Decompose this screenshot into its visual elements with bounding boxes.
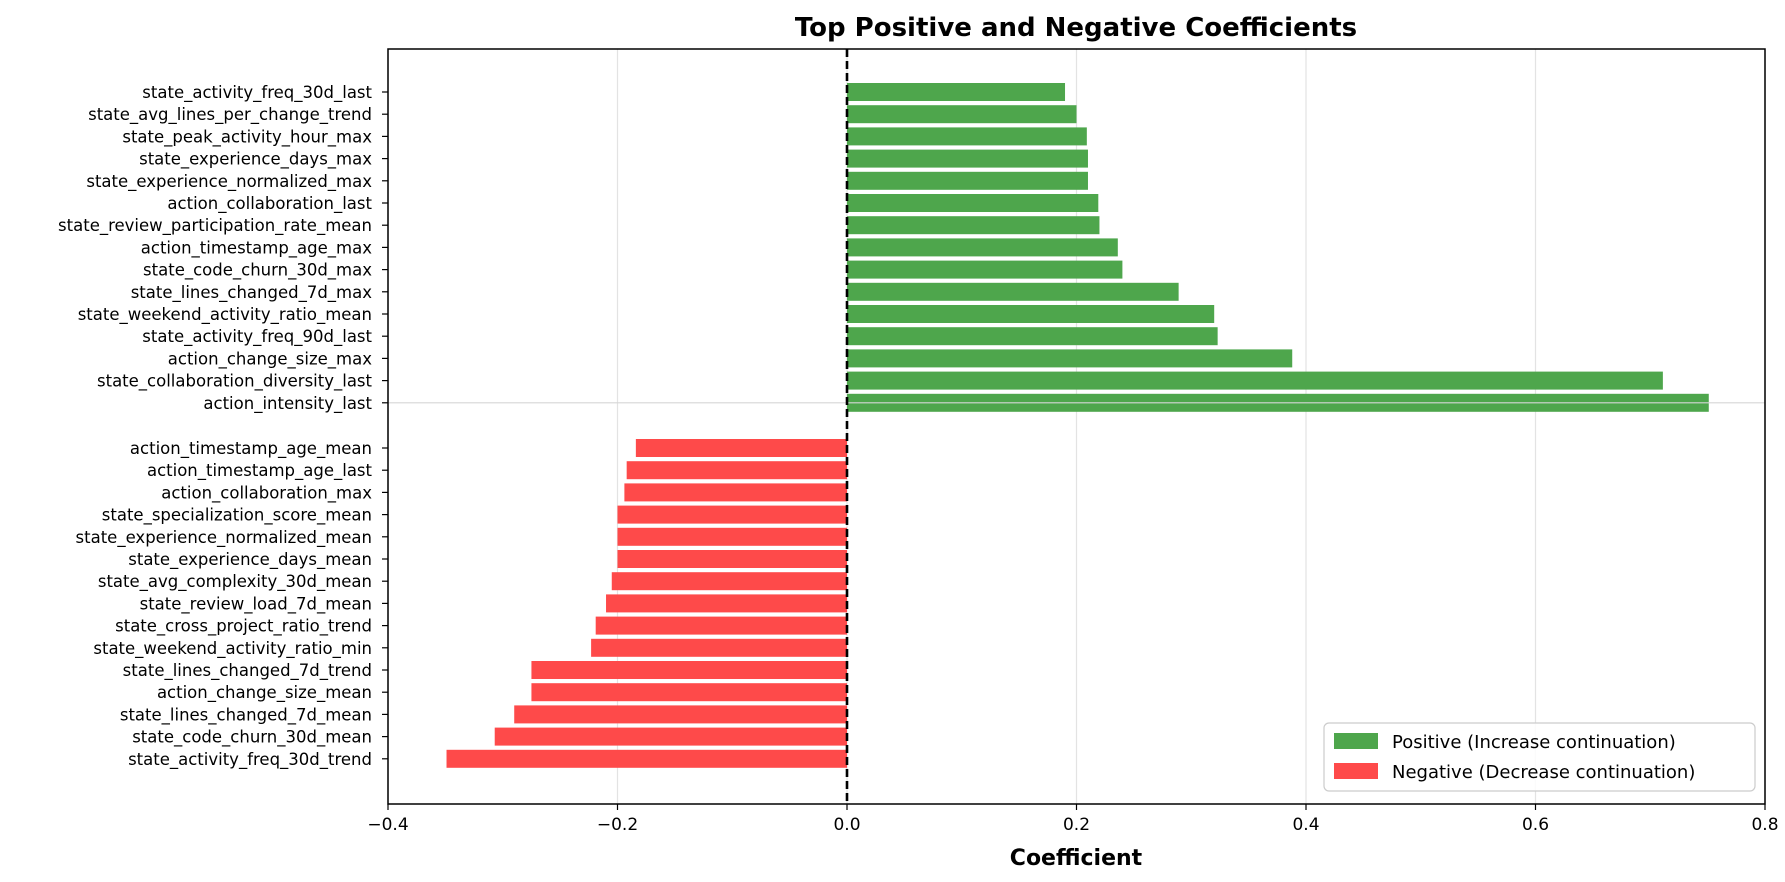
positive-bar <box>847 194 1099 212</box>
legend-label: Positive (Increase continuation) <box>1392 732 1676 753</box>
category-label: state_weekend_activity_ratio_min <box>93 639 372 659</box>
negative-bar <box>617 550 847 568</box>
x-axis-label: Coefficient <box>1010 846 1143 871</box>
category-label: state_avg_lines_per_change_trend <box>88 105 372 125</box>
category-label: action_collaboration_last <box>167 194 372 214</box>
positive-bar <box>847 371 1663 390</box>
category-label: state_lines_changed_7d_trend <box>123 661 372 681</box>
category-label: state_activity_freq_30d_trend <box>128 750 372 770</box>
category-label: action_intensity_last <box>203 394 372 414</box>
category-label: action_collaboration_max <box>161 483 372 503</box>
negative-bar <box>531 661 847 679</box>
negative-bar <box>446 749 847 768</box>
positive-bar <box>847 83 1066 101</box>
positive-bar <box>847 327 1218 346</box>
negative-bar <box>617 505 847 524</box>
positive-bar <box>847 149 1088 168</box>
negative-bar <box>591 638 847 657</box>
category-label: state_cross_project_ratio_trend <box>115 617 372 637</box>
category-label: state_peak_activity_hour_max <box>122 127 372 147</box>
category-label: state_code_churn_30d_mean <box>132 728 372 748</box>
category-label: state_review_load_7d_mean <box>140 594 372 614</box>
negative-bar <box>494 727 847 746</box>
category-label: state_lines_changed_7d_mean <box>120 705 372 725</box>
x-tick-label: −0.4 <box>367 815 408 835</box>
negative-bar <box>514 705 847 724</box>
negative-bar <box>617 527 847 546</box>
category-label: state_weekend_activity_ratio_mean <box>78 305 372 325</box>
negative-bar <box>606 594 847 613</box>
positive-bar <box>847 127 1087 146</box>
positive-bar <box>847 349 1293 368</box>
category-label: state_experience_normalized_max <box>86 172 372 192</box>
category-label: state_activity_freq_30d_last <box>142 83 372 103</box>
x-ticks-layer: −0.4 −0.2 0.0 0.2 0.4 0.6 0.8 <box>367 804 1779 835</box>
x-tick-label: 0.4 <box>1292 815 1319 835</box>
category-label: state_experience_normalized_mean <box>76 528 372 548</box>
positive-bar <box>847 171 1088 190</box>
category-label: state_specialization_score_mean <box>102 506 372 526</box>
negative-bar <box>531 683 847 702</box>
category-label: state_experience_days_mean <box>128 550 372 570</box>
category-label: state_avg_complexity_30d_mean <box>98 572 372 592</box>
category-label: state_experience_days_max <box>139 150 372 170</box>
x-tick-label: 0.6 <box>1522 815 1549 835</box>
negative-bar <box>635 439 847 457</box>
category-label: action_timestamp_age_last <box>147 461 373 481</box>
category-label: state_code_churn_30d_max <box>143 261 372 281</box>
category-label: action_change_size_max <box>168 349 372 369</box>
category-label: action_change_size_mean <box>157 683 372 703</box>
category-labels-layer: state_activity_freq_30d_laststate_avg_li… <box>58 83 388 770</box>
negative-bar <box>611 572 847 591</box>
negative-bar <box>626 461 847 480</box>
positive-bar <box>847 282 1179 301</box>
category-label: action_timestamp_age_mean <box>130 439 372 459</box>
positive-bar <box>847 105 1077 124</box>
category-label: action_timestamp_age_max <box>141 238 372 258</box>
legend: Positive (Increase continuation) Negative… <box>1323 722 1756 792</box>
legend-box <box>1323 722 1756 792</box>
legend-swatch <box>1334 763 1378 779</box>
bars-layer <box>388 83 1765 768</box>
x-tick-label: −0.2 <box>597 815 638 835</box>
chart-title: Top Positive and Negative Coefficients <box>795 13 1357 43</box>
category-label: state_activity_freq_90d_last <box>142 327 372 347</box>
legend-label: Negative (Decrease continuation) <box>1392 762 1695 783</box>
positive-bar <box>847 216 1100 235</box>
negative-bar <box>595 616 847 635</box>
category-label: state_review_participation_rate_mean <box>58 216 372 236</box>
x-tick-label: 0.8 <box>1751 815 1778 835</box>
legend-swatch <box>1334 733 1378 749</box>
x-tick-label: 0.2 <box>1063 815 1090 835</box>
positive-bar <box>847 260 1123 279</box>
x-tick-label: 0.0 <box>833 815 860 835</box>
positive-bar <box>847 305 1215 323</box>
positive-bar <box>847 238 1118 257</box>
negative-bar <box>624 483 847 502</box>
category-label: state_lines_changed_7d_max <box>131 283 373 303</box>
category-label: state_collaboration_diversity_last <box>97 372 373 392</box>
